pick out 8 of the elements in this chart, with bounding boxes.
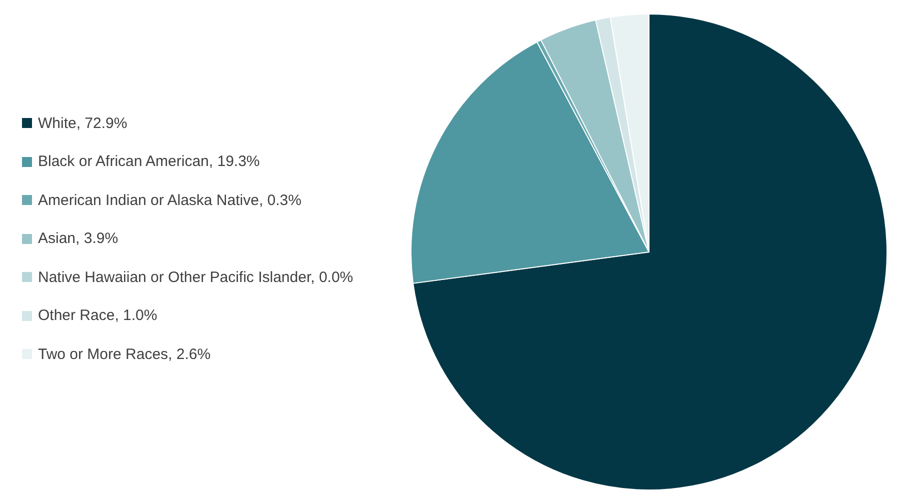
legend-label: White, 72.9% bbox=[38, 114, 128, 132]
legend-label: Other Race, 1.0% bbox=[38, 307, 158, 324]
legend-label: Two or More Races, 2.6% bbox=[38, 346, 211, 363]
legend-label: Asian, 3.9% bbox=[38, 230, 118, 248]
pie-slice bbox=[412, 14, 888, 490]
legend-label: American Indian or Alaska Native, 0.3% bbox=[38, 192, 302, 209]
legend-label: Black or African American, 19.3% bbox=[38, 153, 260, 170]
legend-label: Native Hawaiian or Other Pacific Islander, 0.0% bbox=[38, 268, 354, 286]
